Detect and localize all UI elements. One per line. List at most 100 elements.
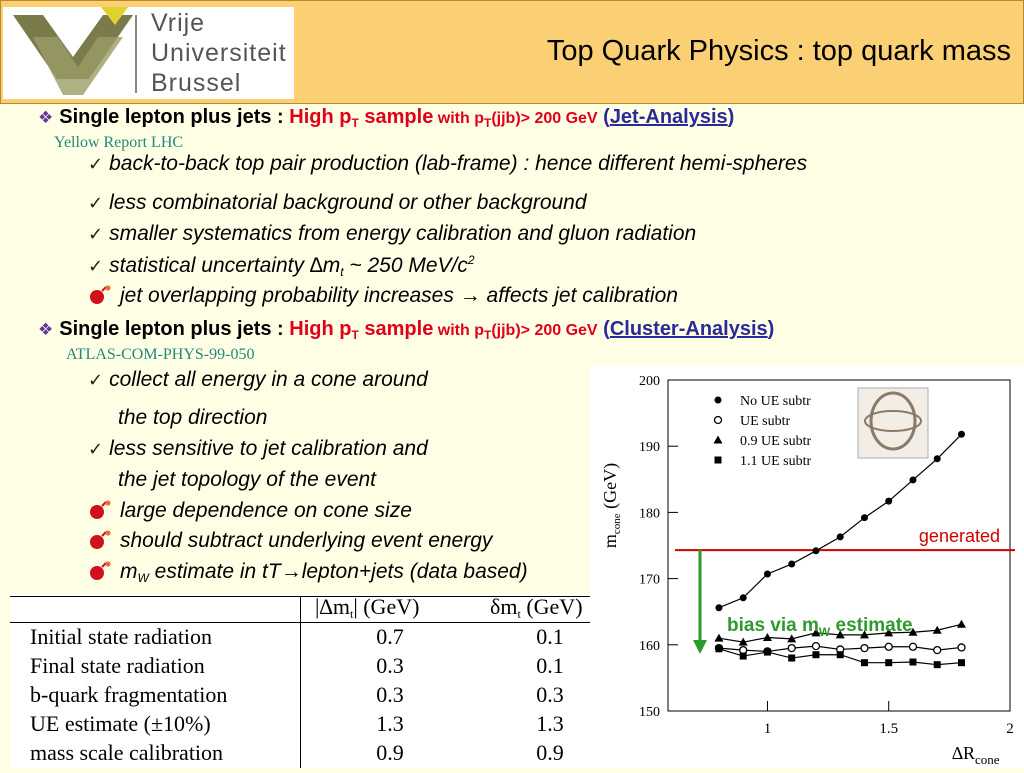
point [860, 659, 868, 667]
annotation-part: W [819, 625, 831, 639]
table: |∆mt| (GeV) δmt (GeV) Initial state radi… [10, 594, 630, 768]
point [909, 476, 917, 484]
point [933, 661, 941, 669]
y-tick-label: 170 [639, 573, 660, 588]
table-cell: 0.3 [536, 682, 564, 707]
x-tick-label: 1.5 [879, 721, 898, 737]
y-axis-label-part: cone [611, 513, 623, 534]
logo-text: Brussel [151, 69, 242, 97]
point [739, 645, 748, 655]
item-continuation: the jet topology of the event [118, 468, 377, 491]
legend-label: UE subtr [740, 414, 791, 429]
point [738, 637, 748, 646]
check-item: ✓ back-to-back top pair production (lab-f… [88, 152, 808, 175]
table-cell: 1.3 [536, 711, 564, 736]
y-tick-label: 160 [639, 639, 660, 654]
y-tick-label: 180 [639, 506, 660, 521]
reference-label: generated [919, 526, 1000, 546]
point [714, 633, 724, 642]
section-heading: ❖ Single lepton plus jets : High pT sampl… [38, 106, 735, 130]
slide-title: Top Quark Physics : top quark mass [546, 35, 1011, 67]
x-axis-label-part: ∆R [952, 743, 975, 763]
legend-label: No UE subtr [740, 394, 811, 409]
legend-label: 0.9 UE subtr [740, 434, 812, 449]
table-cell: 1.3 [376, 711, 404, 736]
x-axis-label: ∆Rcone [952, 743, 1000, 767]
warning-item: large dependence on cone size [88, 499, 412, 523]
point [908, 642, 918, 651]
column-header: |∆mt| (GeV) [315, 594, 420, 621]
point [933, 455, 941, 463]
point [739, 594, 747, 602]
legend-label: 1.1 UE subtr [740, 454, 812, 469]
y-axis-label: mcone (GeV) [600, 463, 623, 548]
y-tick-label: 190 [639, 440, 660, 455]
column-header: δmt (GeV) [490, 594, 583, 621]
annotation-part: estimate [830, 615, 912, 636]
point [763, 570, 771, 578]
item-continuation: the top direction [118, 406, 268, 429]
point [884, 642, 893, 651]
y-tick-label: 200 [639, 374, 660, 389]
point [788, 560, 796, 568]
table-cell: 0.1 [536, 653, 564, 678]
legend-marker [714, 396, 722, 404]
plot-panel: 150 160 170 180 190 200 1 1.5 2 mcone (GeV) ∆Rcone… [590, 366, 1024, 768]
point [812, 651, 820, 659]
point [811, 641, 821, 651]
row-label: mass scale calibration [30, 740, 224, 765]
point [811, 628, 821, 637]
logo-text: Vrije [151, 9, 206, 37]
plot-frame [667, 379, 1011, 712]
y-axis-label-part: m [600, 534, 620, 548]
check-item: ✓ less combinatorial background or other … [88, 191, 587, 214]
x-axis-label-part: cone [975, 752, 1000, 767]
emblem [864, 410, 922, 432]
emblem [869, 391, 917, 451]
point [884, 628, 894, 637]
check-item: ✓ less sensitive to jet calibration and [88, 437, 428, 460]
legend-marker [713, 415, 723, 425]
point [835, 630, 845, 639]
annotation: bias via mW estimate [727, 615, 913, 639]
section-heading: ❖ Single lepton plus jets : High pT sampl… [38, 318, 775, 342]
point [788, 654, 796, 662]
point [957, 643, 966, 652]
point [909, 658, 917, 666]
check-item: ✓ statistical uncertainty ∆mt ~ 250 MeV/c… [88, 253, 475, 279]
point [859, 630, 869, 639]
point [956, 619, 966, 628]
header: Vrije Universiteit Brussel Top Quark Phy… [0, 0, 1024, 104]
row-label: Final state radiation [30, 653, 205, 678]
table-cell: 0.9 [536, 740, 564, 765]
point [860, 643, 869, 653]
point [715, 604, 723, 612]
point [739, 652, 747, 660]
row-label: Initial state radiation [30, 624, 213, 649]
table-cell: 0.1 [536, 624, 564, 649]
y-axis-label-part: (GeV) [600, 463, 621, 513]
check-item: ✓ collect all energy in a cone around [88, 368, 428, 391]
warning-item: should subtract underlying event energy [88, 529, 492, 553]
legend-marker [714, 456, 722, 464]
point [836, 651, 844, 659]
point [860, 514, 868, 522]
warning-item: jet overlapping probability increases → … [88, 284, 678, 308]
point [787, 634, 797, 643]
point [957, 430, 965, 438]
link[interactable]: Jet-Analysis [609, 106, 728, 128]
x-tick-label: 2 [1006, 721, 1014, 737]
x-tick-label: 1 [764, 721, 772, 737]
point [715, 645, 723, 653]
point [933, 645, 942, 655]
table-cell: 0.3 [376, 682, 404, 707]
link[interactable]: Cluster-Analysis [609, 318, 768, 340]
bias-arrowhead [693, 640, 707, 654]
source: ATLAS-COM-PHYS-99-050 [66, 346, 255, 363]
annotation-part: bias via m [727, 615, 819, 636]
logo-mark [13, 7, 133, 95]
point [885, 659, 893, 667]
point [932, 625, 942, 634]
point [885, 497, 893, 505]
